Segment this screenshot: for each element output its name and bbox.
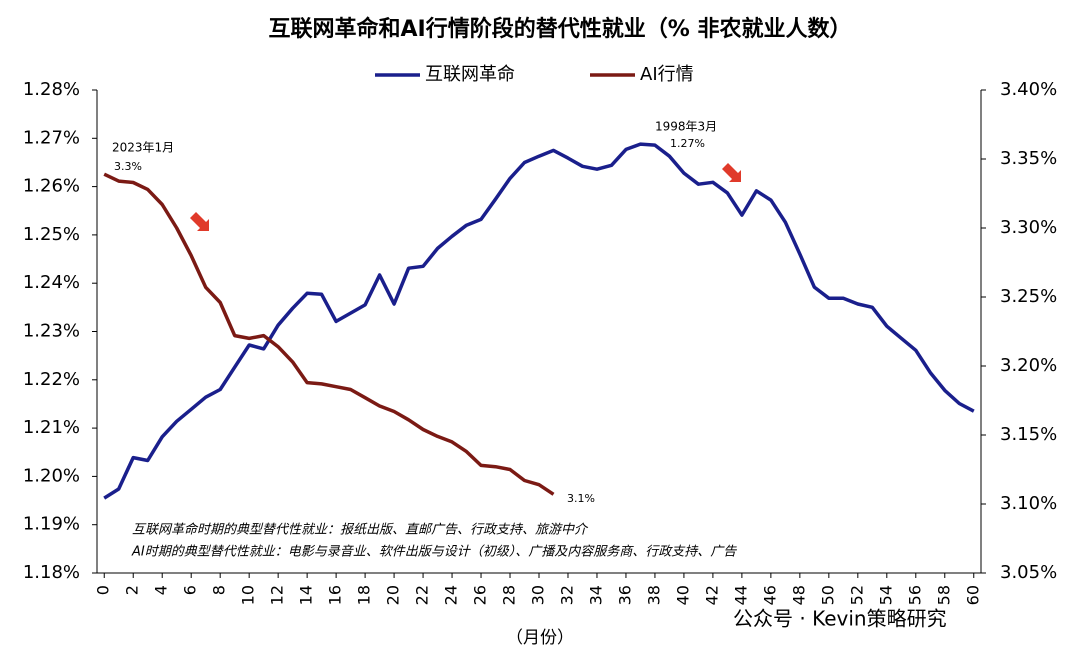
annotation: 3.3% xyxy=(114,160,142,173)
annotation: 1.27% xyxy=(670,137,705,150)
y-tick-label: 1.22% xyxy=(23,369,80,390)
y2-tick-label: 3.10% xyxy=(1000,493,1057,514)
x-tick-label: 12 xyxy=(268,585,287,605)
y-tick-label: 1.18% xyxy=(23,562,80,583)
x-tick-label: 40 xyxy=(673,585,692,605)
annotation: 互联网革命时期的典型替代性就业：报纸出版、直邮广告、行政支持、旅游中介 xyxy=(132,522,589,538)
x-tick-label: 42 xyxy=(702,585,721,605)
x-tick-label: 52 xyxy=(847,585,866,605)
y2-tick-label: 3.25% xyxy=(1000,286,1057,307)
annotation: 公众号 · Kevin策略研究 xyxy=(733,607,947,631)
x-tick-label: 54 xyxy=(876,585,895,605)
x-tick-label: 56 xyxy=(905,585,924,605)
x-tick-label: 36 xyxy=(615,585,634,605)
x-tick-label: 58 xyxy=(934,585,953,605)
y2-tick-label: 3.35% xyxy=(1000,148,1057,169)
x-tick-label: 16 xyxy=(326,585,345,605)
arrow xyxy=(722,163,741,182)
y-tick-label: 1.25% xyxy=(23,224,80,245)
x-tick-label: 60 xyxy=(963,585,982,605)
annotation: 3.1% xyxy=(567,492,595,505)
series-line xyxy=(103,142,975,500)
x-tick-label: 14 xyxy=(297,585,316,605)
legend-label: 互联网革命 xyxy=(425,64,515,85)
chart-title: 互联网革命和AI行情阶段的替代性就业（% 非农就业人数） xyxy=(269,16,852,42)
arrow xyxy=(190,212,209,231)
y-tick-label: 1.26% xyxy=(23,176,80,197)
x-tick-label: 46 xyxy=(760,585,779,605)
annotation: 2023年1月 xyxy=(112,141,174,155)
annotation: 1998年3月 xyxy=(655,120,717,134)
series-line xyxy=(103,172,555,496)
x-tick-label: 48 xyxy=(789,585,808,605)
x-tick-label: 50 xyxy=(818,585,837,605)
x-tick-label: 34 xyxy=(586,585,605,605)
x-tick-label: 8 xyxy=(210,585,229,595)
y-tick-label: 1.24% xyxy=(23,272,80,293)
y-tick-label: 1.20% xyxy=(23,465,80,486)
x-tick-label: 28 xyxy=(500,585,519,605)
y-tick-label: 1.21% xyxy=(23,417,80,438)
y2-tick-label: 3.15% xyxy=(1000,424,1057,445)
x-tick-label: 0 xyxy=(94,585,113,595)
y2-tick-label: 3.40% xyxy=(1000,79,1057,100)
legend-label: AI行情 xyxy=(640,64,694,85)
x-tick-label: 26 xyxy=(471,585,490,605)
x-tick-label: 4 xyxy=(152,585,171,595)
x-tick-label: 10 xyxy=(239,585,258,605)
y-tick-label: 1.19% xyxy=(23,514,80,535)
x-tick-label: 22 xyxy=(413,585,432,605)
x-tick-label: 44 xyxy=(731,585,750,605)
annotation: AI时期的典型替代性就业：电影与录音业、软件出版与设计（初级）、广播及内容服务商… xyxy=(131,544,737,560)
x-tick-label: 18 xyxy=(355,585,374,605)
y2-tick-label: 3.05% xyxy=(1000,562,1057,583)
x-tick-label: 38 xyxy=(644,585,663,605)
x-tick-label: 2 xyxy=(123,585,142,595)
y2-tick-label: 3.30% xyxy=(1000,217,1057,238)
x-tick-label: 32 xyxy=(557,585,576,605)
x-tick-label: 30 xyxy=(529,585,548,605)
y2-tick-label: 3.20% xyxy=(1000,355,1057,376)
y-tick-label: 1.27% xyxy=(23,127,80,148)
x-axis-label: （月份） xyxy=(506,628,574,648)
x-tick-label: 20 xyxy=(384,585,403,605)
x-tick-label: 24 xyxy=(442,585,461,605)
y-tick-label: 1.28% xyxy=(23,79,80,100)
y-tick-label: 1.23% xyxy=(23,321,80,342)
x-tick-label: 6 xyxy=(181,585,200,595)
